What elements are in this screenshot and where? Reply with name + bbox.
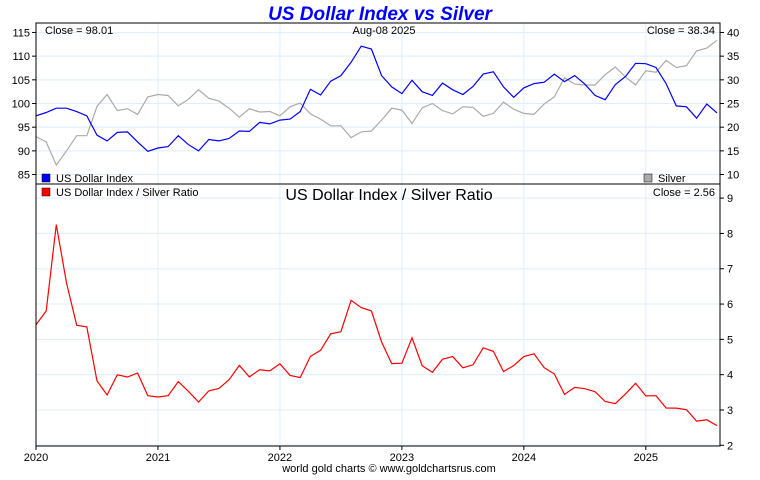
y-right-tick-label: 25 — [727, 99, 739, 111]
chart-title: US Dollar Index vs Silver — [268, 4, 493, 25]
close-dxy: Close = 98.01 — [45, 25, 113, 37]
ratio-panel-title: US Dollar Index / Silver Ratio — [285, 187, 492, 204]
x-tick-label: 2024 — [512, 452, 536, 464]
silver-line — [35, 39, 718, 167]
ratio-tick-label: 9 — [727, 193, 733, 205]
ratio-tick-label: 8 — [727, 228, 733, 240]
y-right-tick-label: 15 — [727, 146, 739, 158]
legend-ratio: US Dollar Index / Silver Ratio — [56, 187, 198, 199]
date-label: Aug-08 2025 — [353, 25, 416, 37]
y-left-tick-label: 105 — [12, 75, 30, 87]
y-left-tick-label: 115 — [12, 27, 30, 39]
ratio-tick-label: 6 — [727, 299, 733, 311]
dxy-line — [35, 45, 718, 152]
ratio-line — [35, 224, 718, 427]
legend-dxy: US Dollar Index — [56, 173, 134, 185]
y-right-tick-label: 30 — [727, 75, 739, 87]
x-tick-label: 2022 — [268, 452, 292, 464]
y-right-tick-label: 40 — [727, 27, 739, 39]
legend-swatch-silver — [643, 173, 653, 183]
legend-silver: Silver — [658, 173, 686, 185]
y-right-tick-label: 10 — [727, 170, 739, 182]
y-left-tick-label: 95 — [18, 122, 30, 134]
y-left-tick-label: 110 — [12, 51, 30, 63]
ratio-tick-label: 7 — [727, 264, 733, 276]
close-ratio: Close = 2.56 — [653, 187, 715, 199]
ratio-tick-label: 4 — [727, 370, 733, 382]
ratio-tick-label: 3 — [727, 405, 733, 417]
x-tick-label: 2021 — [146, 452, 170, 464]
y-left-tick-label: 90 — [18, 146, 30, 158]
x-tick-label: 2025 — [634, 452, 658, 464]
x-tick-label: 2023 — [390, 452, 414, 464]
y-right-tick-label: 35 — [727, 51, 739, 63]
footer-credit: world gold charts © www.goldchartsrus.co… — [281, 463, 496, 475]
ratio-tick-label: 5 — [727, 334, 733, 346]
close-silver: Close = 38.34 — [647, 25, 715, 37]
x-tick-label: 2020 — [24, 452, 48, 464]
y-left-tick-label: 100 — [12, 99, 30, 111]
plot-frame — [35, 22, 721, 447]
y-right-tick-label: 20 — [727, 122, 739, 134]
y-left-tick-label: 85 — [18, 170, 30, 182]
legend-swatch-dxy — [41, 173, 51, 183]
ratio-tick-label: 2 — [727, 440, 733, 452]
legend-swatch-ratio — [41, 187, 51, 197]
